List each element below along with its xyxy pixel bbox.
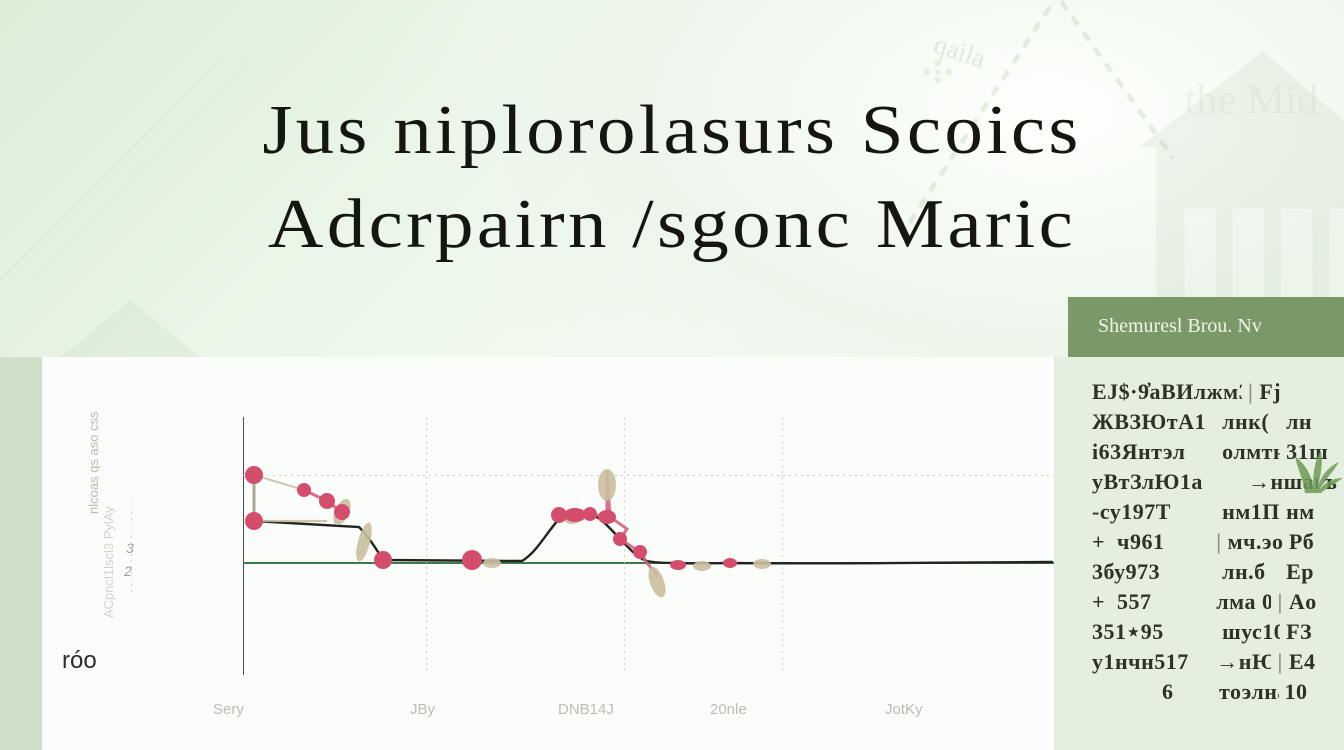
svg-text:qaila: qaila [930,29,989,74]
